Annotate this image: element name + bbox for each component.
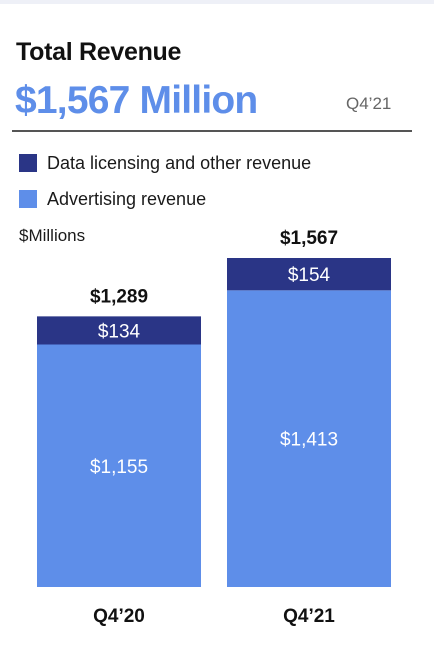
bar-segment-advertising-1 (227, 290, 391, 587)
bar-segment-advertising-0 (37, 344, 201, 587)
category-label-0: Q4’20 (93, 606, 145, 627)
legend-label-data-licensing: Data licensing and other revenue (47, 152, 312, 173)
category-label-1: Q4’21 (283, 606, 335, 627)
data-label-advertising-1: $1,413 (280, 430, 338, 451)
legend-swatch-advertising (19, 190, 37, 208)
total-label-1: $1,567 (280, 228, 338, 249)
legend-item-data-licensing: Data licensing and other revenue (19, 149, 311, 177)
legend-swatch-data-licensing (19, 154, 37, 172)
headline-period: Q4’21 (346, 94, 392, 113)
legend-item-advertising: Advertising revenue (19, 185, 311, 213)
data-label-data-licensing-1: $154 (288, 265, 331, 286)
headline-value: $1,567 Million (15, 79, 258, 122)
legend-label-advertising: Advertising revenue (47, 188, 207, 209)
legend: Data licensing and other revenue Adverti… (19, 149, 311, 221)
data-label-advertising-0: $1,155 (90, 457, 148, 478)
top-rule (0, 0, 434, 4)
unit-label: $Millions (19, 226, 86, 245)
data-label-data-licensing-0: $134 (98, 321, 141, 342)
bar-segment-data-licensing-0 (37, 316, 201, 345)
chart-title: Total Revenue (16, 38, 182, 66)
total-label-0: $1,289 (90, 286, 148, 307)
bar-segment-data-licensing-1 (227, 258, 391, 291)
divider (12, 130, 412, 132)
